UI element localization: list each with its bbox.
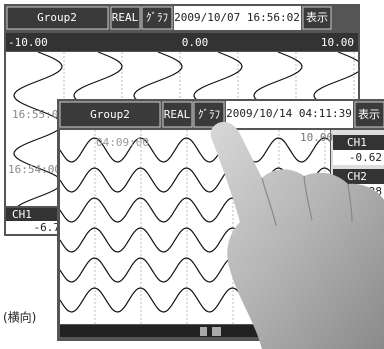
status-icon <box>212 327 221 336</box>
caption: (横向) <box>3 310 36 325</box>
display-label: 表示 <box>358 107 380 121</box>
page: {"back_screen": {"group": "Group2", "mod… <box>0 0 384 349</box>
view-label: ｸﾞﾗﾌ <box>198 108 220 121</box>
channel-name: CH1 <box>347 136 367 149</box>
view-label: ｸﾞﾗﾌ <box>146 11 168 24</box>
display-label: 表示 <box>306 10 328 24</box>
scale-max: 10.00 <box>321 36 354 49</box>
channel-value: -0.62 <box>349 151 382 164</box>
group-label: Group2 <box>90 108 130 121</box>
time-label: 04:09:00 <box>96 136 149 149</box>
scale-max: 10.00 <box>300 131 333 144</box>
datetime: 2009/10/14 04:11:39 <box>226 107 352 120</box>
mode-label: REAL <box>112 11 139 24</box>
time-label: 16:54:00 <box>8 163 61 176</box>
channel-value: -6.7 <box>34 221 61 234</box>
datetime: 2009/10/07 16:56:02 <box>174 11 300 24</box>
screenshot: Group2 REAL ｸﾞﾗﾌ 2009/10/07 16:56:02 表示 … <box>0 0 384 349</box>
channel-name: CH2 <box>347 170 367 183</box>
group-label: Group2 <box>37 11 77 24</box>
scale-mid: 0.00 <box>182 36 209 49</box>
scale-min: -10.00 <box>8 36 48 49</box>
mode-label: REAL <box>164 108 191 121</box>
channel-name: CH1 <box>12 208 32 221</box>
status-icon <box>200 327 207 336</box>
